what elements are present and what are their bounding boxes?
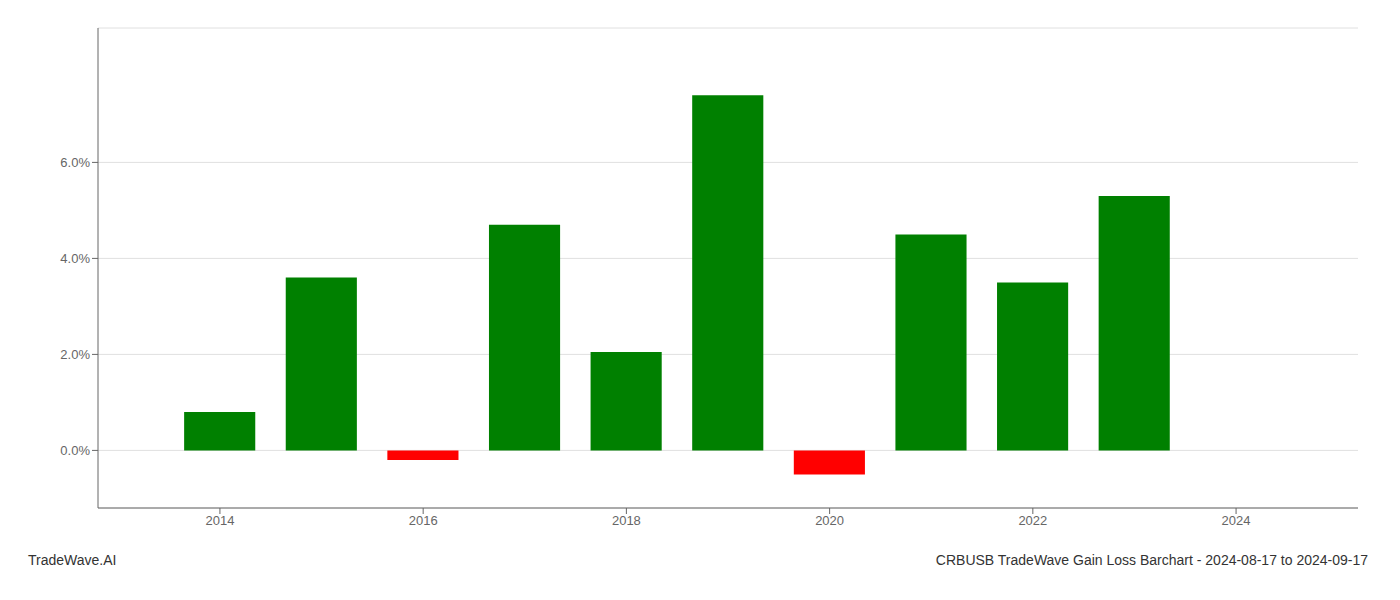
html-text:TradeWave.AI: TradeWave.AI [28,552,117,568]
svg-text:2020: 2020 [815,513,844,528]
svg-text:6.0%: 6.0% [60,155,90,170]
svg-text:0.0%: 0.0% [60,443,90,458]
svg-text:2.0%: 2.0% [60,347,90,362]
svg-text:2018: 2018 [612,513,641,528]
html-text:CRBUSB TradeWave Gain Loss Bar: CRBUSB TradeWave Gain Loss Barchart - 20… [935,552,1368,568]
svg-text:2024: 2024 [1222,513,1251,528]
svg-text:4.0%: 4.0% [60,251,90,266]
svg-text:2016: 2016 [409,513,438,528]
svg-text:2014: 2014 [205,513,234,528]
svg-text:2022: 2022 [1018,513,1047,528]
